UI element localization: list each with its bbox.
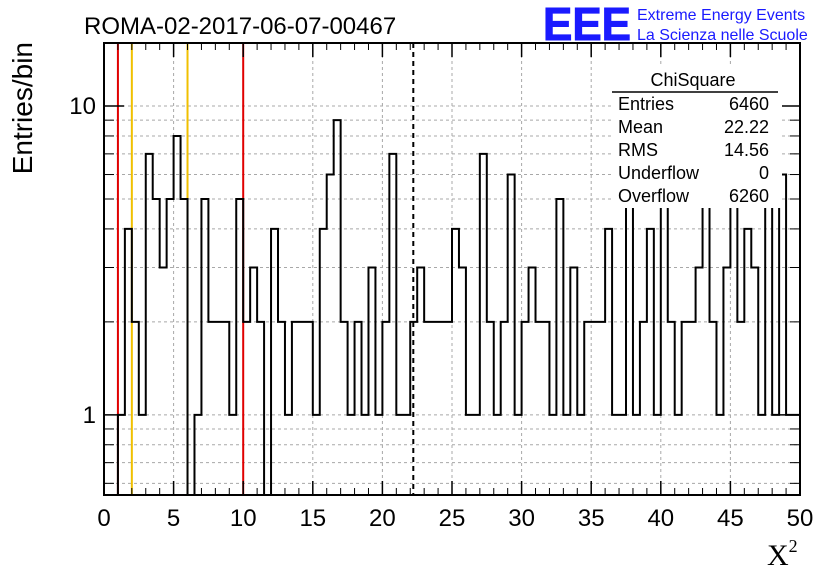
x-tick-label: 45 bbox=[717, 505, 744, 532]
x-tick-label: 20 bbox=[369, 505, 396, 532]
histogram-line bbox=[104, 119, 800, 496]
x-tick-label: 25 bbox=[439, 505, 466, 532]
stats-box: ChiSquare Entries 6460 Mean 22.22 RMS 14… bbox=[612, 64, 782, 208]
x-tick-label: 30 bbox=[508, 505, 535, 532]
y-tick-label: 10 bbox=[69, 93, 96, 120]
x-tick-label: 0 bbox=[97, 505, 110, 532]
stats-value-mean: 22.22 bbox=[724, 117, 769, 137]
stats-label-rms: RMS bbox=[618, 140, 658, 160]
eee-logo: EEE Extreme Energy Events La Scienza nel… bbox=[543, 0, 808, 51]
x-axis-label: X2 bbox=[767, 536, 798, 572]
x-tick-label: 15 bbox=[299, 505, 326, 532]
axes: 0 5 10 15 20 25 30 35 40 45 50 1 10 bbox=[69, 43, 813, 532]
y-axis-label: Entries/bin bbox=[7, 42, 38, 174]
logo-line1: Extreme Energy Events bbox=[637, 7, 805, 24]
stats-box-mask bbox=[612, 64, 782, 208]
stats-title: ChiSquare bbox=[650, 70, 735, 90]
stats-label-overflow: Overflow bbox=[618, 186, 690, 206]
x-tick-label: 10 bbox=[230, 505, 257, 532]
logo-line2: La Scienza nelle Scuole bbox=[637, 27, 808, 44]
stats-label-mean: Mean bbox=[618, 117, 663, 137]
stats-value-rms: 14.56 bbox=[724, 140, 769, 160]
x-axis-label-superscript: 2 bbox=[789, 536, 798, 556]
x-tick-label: 40 bbox=[647, 505, 674, 532]
chart-title: ROMA-02-2017-06-07-00467 bbox=[84, 13, 396, 40]
x-tick-label: 50 bbox=[787, 505, 814, 532]
x-tick-label: 5 bbox=[167, 505, 180, 532]
stats-label-underflow: Underflow bbox=[618, 163, 700, 183]
y-tick-label: 1 bbox=[83, 402, 96, 429]
stats-value-underflow: 0 bbox=[759, 163, 769, 183]
stats-label-entries: Entries bbox=[618, 94, 674, 114]
stats-value-overflow: 6260 bbox=[729, 186, 769, 206]
logo-mark: EEE bbox=[543, 0, 631, 50]
x-axis-label-base: X bbox=[767, 539, 789, 572]
x-tick-label: 35 bbox=[578, 505, 605, 532]
stats-value-entries: 6460 bbox=[729, 94, 769, 114]
